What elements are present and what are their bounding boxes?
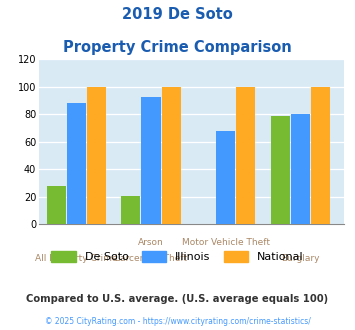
Text: Property Crime Comparison: Property Crime Comparison bbox=[63, 40, 292, 54]
Bar bbox=[216, 131, 235, 224]
Text: Arson: Arson bbox=[138, 238, 164, 247]
Text: Burglary: Burglary bbox=[281, 254, 320, 263]
Text: Motor Vehicle Theft: Motor Vehicle Theft bbox=[182, 238, 270, 247]
Bar bbox=[47, 186, 66, 224]
Text: All Property Crime: All Property Crime bbox=[35, 254, 118, 263]
Bar bbox=[121, 195, 141, 224]
Bar bbox=[87, 87, 106, 224]
Legend: De Soto, Illinois, National: De Soto, Illinois, National bbox=[47, 247, 308, 267]
Text: Compared to U.S. average. (U.S. average equals 100): Compared to U.S. average. (U.S. average … bbox=[26, 294, 329, 304]
Bar bbox=[271, 116, 290, 224]
Bar bbox=[291, 115, 310, 224]
Text: © 2025 CityRating.com - https://www.cityrating.com/crime-statistics/: © 2025 CityRating.com - https://www.city… bbox=[45, 317, 310, 326]
Bar bbox=[311, 87, 330, 224]
Bar bbox=[141, 96, 160, 224]
Bar bbox=[236, 87, 255, 224]
Bar bbox=[67, 103, 86, 224]
Text: Larceny & Theft: Larceny & Theft bbox=[115, 254, 187, 263]
Bar bbox=[162, 87, 181, 224]
Text: 2019 De Soto: 2019 De Soto bbox=[122, 7, 233, 21]
